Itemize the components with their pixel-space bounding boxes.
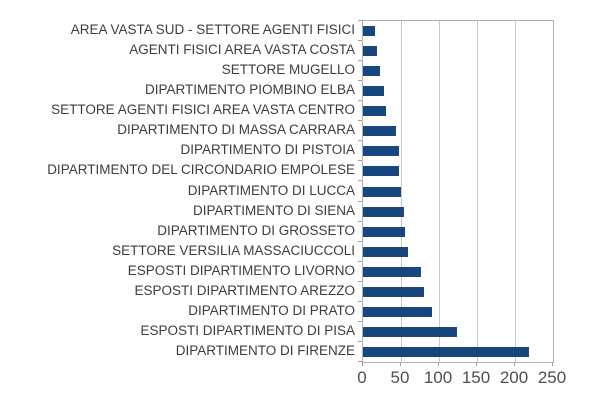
bar (363, 286, 424, 297)
bar (363, 126, 396, 137)
bar (363, 66, 380, 77)
category-label: ESPOSTI DIPARTIMENTO DI PISA (140, 322, 355, 338)
bar (363, 106, 386, 117)
category-axis-tick (358, 241, 362, 242)
value-axis-tick (476, 362, 477, 366)
category-axis-tick (358, 180, 362, 181)
bar (363, 346, 529, 357)
category-axis-tick (358, 20, 362, 21)
value-axis-tick (362, 362, 363, 366)
bar (363, 306, 433, 317)
value-axis-tick-label: 200 (499, 368, 529, 387)
category-axis-tick (358, 361, 362, 362)
category-label: DIPARTIMENTO DI MASSA CARRARA (117, 122, 355, 138)
category-label: ESPOSTI DIPARTIMENTO AREZZO (134, 282, 355, 298)
value-axis-tick-label: 50 (390, 368, 410, 387)
category-label: SETTORE AGENTI FISICI AREA VASTA CENTRO (51, 102, 355, 118)
category-axis-labels: AREA VASTA SUD - SETTORE AGENTI FISICI AG… (0, 20, 355, 361)
category-axis-tick (358, 341, 362, 342)
bar (363, 186, 401, 197)
category-label: SETTORE VERSILIA MASSACIUCCOLI (112, 242, 355, 258)
category-axis-tick (358, 100, 362, 101)
bar (363, 226, 405, 237)
category-label: DIPARTIMENTO DI LUCCA (187, 182, 355, 198)
bar (363, 266, 421, 277)
bar (363, 326, 458, 337)
value-axis-tick-label: 150 (461, 368, 491, 387)
category-axis-tick (358, 140, 362, 141)
value-axis-tick (400, 362, 401, 366)
value-axis-tick (514, 362, 515, 366)
bar (363, 146, 399, 157)
category-axis-tick (358, 201, 362, 202)
bar (363, 46, 378, 57)
value-axis-tick-label: 0 (357, 368, 367, 387)
category-label: AGENTI FISICI AREA VASTA COSTA (129, 42, 355, 58)
category-axis-tick (358, 221, 362, 222)
bar (363, 246, 408, 257)
category-label: DIPARTIMENTO DI FIRENZE (175, 342, 355, 358)
value-axis-tick (438, 362, 439, 366)
bar (363, 206, 405, 217)
value-axis-tick (552, 362, 553, 366)
category-axis-tick (358, 160, 362, 161)
value-axis-tick-label: 100 (423, 368, 453, 387)
gridline (400, 21, 402, 362)
category-axis-tick (358, 60, 362, 61)
category-axis-tick (358, 40, 362, 41)
category-axis-tick (358, 120, 362, 121)
category-label: DIPARTIMENTO DEL CIRCONDARIO EMPOLESE (47, 162, 355, 178)
bar (363, 86, 385, 97)
category-label: SETTORE MUGELLO (221, 62, 355, 78)
gridline (476, 21, 478, 362)
category-label: DIPARTIMENTO DI PISTOIA (180, 142, 355, 158)
category-axis-tick (358, 261, 362, 262)
gridline (514, 21, 516, 362)
category-axis-tick (358, 321, 362, 322)
category-label: ESPOSTI DIPARTIMENTO LIVORNO (127, 262, 355, 278)
bar (363, 166, 400, 177)
category-label: AREA VASTA SUD - SETTORE AGENTI FISICI (70, 22, 355, 38)
category-label: DIPARTIMENTO DI PRATO (188, 302, 355, 318)
value-axis-tick-label: 250 (537, 368, 567, 387)
category-label: DIPARTIMENTO DI GROSSETO (157, 222, 355, 238)
category-axis-tick (358, 301, 362, 302)
category-label: DIPARTIMENTO PIOMBINO ELBA (144, 82, 355, 98)
gridline (438, 21, 440, 362)
category-label: DIPARTIMENTO DI SIENA (192, 202, 355, 218)
bar (363, 26, 376, 37)
category-axis-tick (358, 80, 362, 81)
category-axis-tick (358, 281, 362, 282)
plot-area (362, 20, 554, 363)
